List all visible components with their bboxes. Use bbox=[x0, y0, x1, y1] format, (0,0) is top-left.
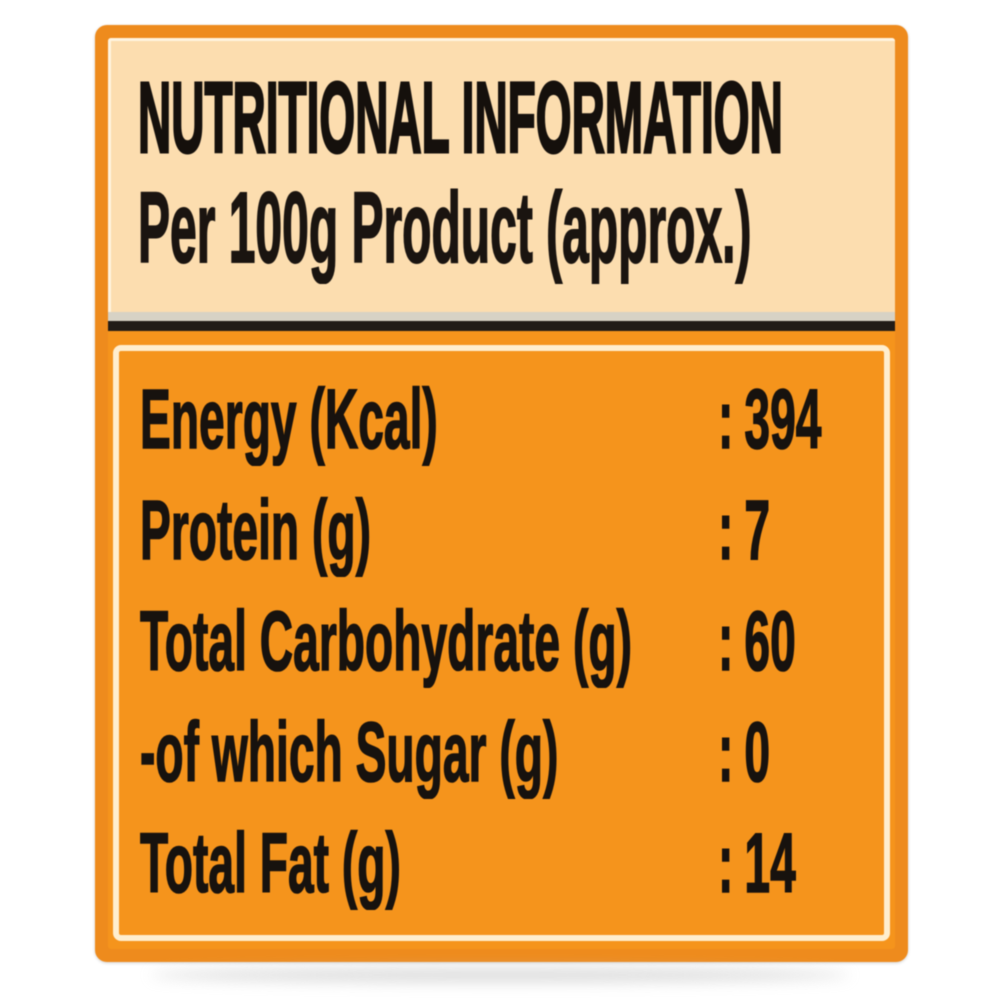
nutrient-name: Total Carbohydrate (g) bbox=[140, 594, 633, 688]
value-separator: : bbox=[718, 483, 734, 577]
nutrient-value: 14 bbox=[744, 816, 796, 910]
nutrient-value-cell: : 14 bbox=[718, 816, 797, 910]
nutrient-value-cell: : 394 bbox=[718, 372, 822, 466]
nutrition-row-energy: Energy (Kcal) : 394 bbox=[140, 373, 881, 465]
serving-info: Per 100g Product (approx.) bbox=[138, 172, 752, 284]
label-header-section: NUTRITIONAL INFORMATION Per 100g Product… bbox=[108, 38, 895, 312]
nutrient-value-cell: : 0 bbox=[718, 705, 771, 799]
nutrient-name: Total Fat (g) bbox=[140, 816, 402, 910]
value-separator: : bbox=[718, 372, 734, 466]
nutrition-title: NUTRITIONAL INFORMATION bbox=[137, 62, 783, 174]
nutrition-label-panel: NUTRITIONAL INFORMATION Per 100g Product… bbox=[95, 25, 908, 962]
nutrition-row-fat: Total Fat (g) : 14 bbox=[140, 817, 881, 909]
nutrition-row-sugar: -of which Sugar (g) : 0 bbox=[140, 706, 881, 798]
nutrient-value-cell: : 60 bbox=[718, 594, 797, 688]
nutrient-value-cell: : 7 bbox=[718, 483, 771, 577]
nutrient-name: -of which Sugar (g) bbox=[140, 705, 559, 799]
nutrient-value: 394 bbox=[744, 372, 822, 466]
nutrition-row-protein: Protein (g) : 7 bbox=[140, 484, 881, 576]
value-separator: : bbox=[718, 816, 734, 910]
nutrition-rows: Energy (Kcal) : 394 Protein (g) : 7 bbox=[140, 373, 881, 909]
nutrient-value: 60 bbox=[744, 594, 796, 688]
nutrient-value: 7 bbox=[744, 483, 771, 577]
nutrient-value: 0 bbox=[744, 705, 771, 799]
label-ground-shadow bbox=[150, 968, 850, 982]
nutrient-name: Energy (Kcal) bbox=[140, 372, 439, 466]
nutrition-label-inner: NUTRITIONAL INFORMATION Per 100g Product… bbox=[108, 38, 895, 949]
value-separator: : bbox=[718, 594, 734, 688]
nutrient-name: Protein (g) bbox=[140, 483, 372, 577]
header-divider bbox=[108, 312, 895, 331]
nutrition-row-carbohydrate: Total Carbohydrate (g) : 60 bbox=[140, 595, 881, 687]
nutrition-body-section: Energy (Kcal) : 394 Protein (g) : 7 bbox=[108, 331, 895, 949]
value-separator: : bbox=[718, 705, 734, 799]
